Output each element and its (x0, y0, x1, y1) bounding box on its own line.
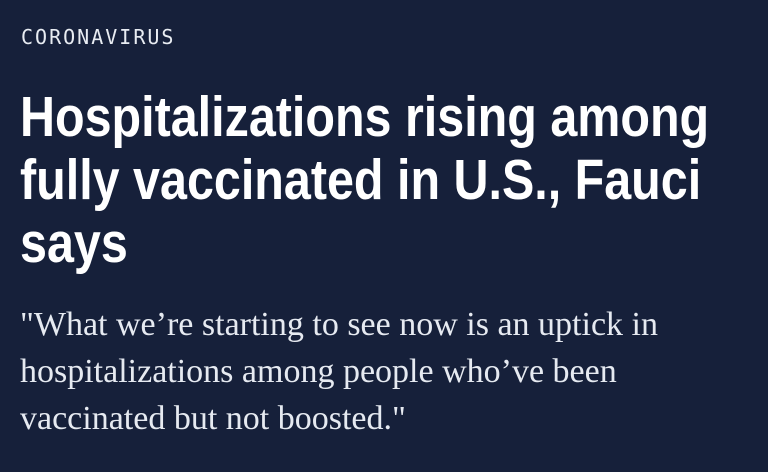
subhead-quote-line: hospitalizations among people who’ve bee… (20, 353, 617, 390)
subhead-quote-line: vaccinated but not boosted." (20, 400, 406, 437)
subhead-quote-line: "What we’re starting to see now is an up… (20, 306, 658, 343)
headline-line: says (20, 211, 128, 275)
subhead-quote: "What we’re starting to see now is an up… (20, 301, 658, 442)
kicker-category-link[interactable]: CORONAVIRUS (21, 25, 176, 49)
headline: Hospitalizations rising among fully vacc… (20, 86, 709, 275)
headline-line: Hospitalizations rising among (20, 85, 710, 149)
headline-line: fully vaccinated in U.S., Fauci (20, 148, 702, 212)
